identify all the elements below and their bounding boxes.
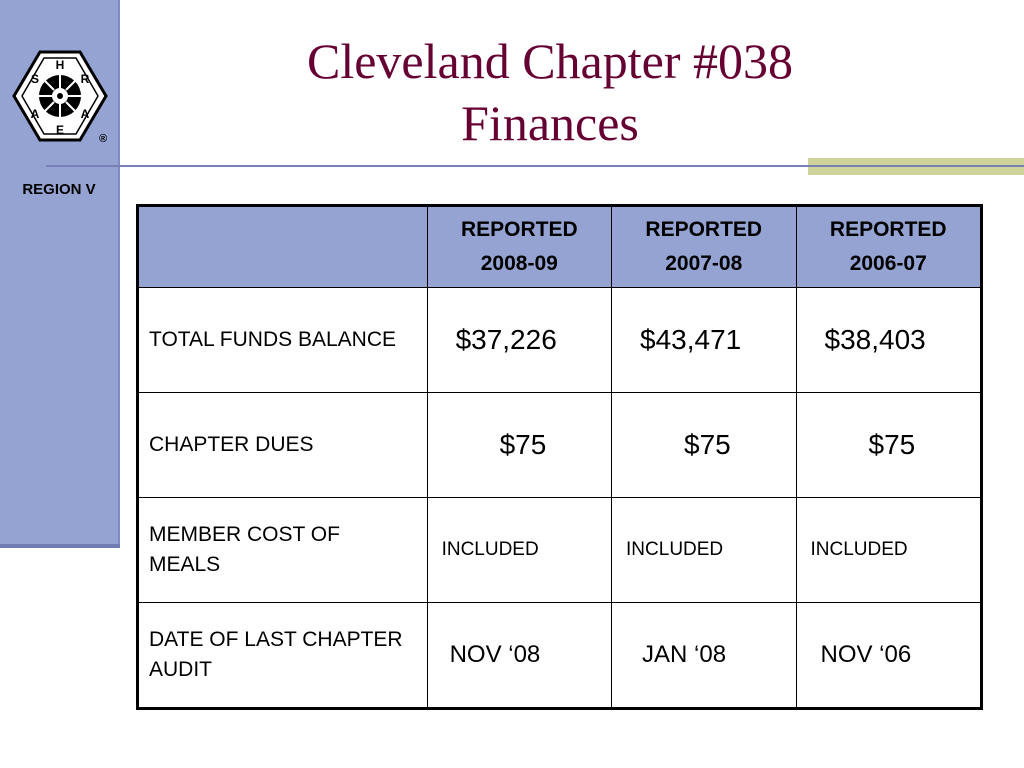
cell-value: $75 (611, 392, 797, 498)
logo-letter-e: E (56, 123, 64, 137)
row-label: TOTAL FUNDS BALANCE (137, 287, 428, 393)
header-year: 2008-09 (480, 252, 558, 275)
row-label: CHAPTER DUES (137, 392, 428, 498)
accent-bar (808, 158, 1024, 180)
logo-letter-a-right: A (81, 107, 90, 121)
table-row-meal-cost: MEMBER COST OF MEALS INCLUDED INCLUDED I… (137, 497, 982, 603)
cell-value: JAN ‘08 (611, 602, 797, 709)
header-reported: REPORTED (645, 218, 763, 241)
cell-value: $38,403 (795, 287, 982, 393)
table-row-last-audit: DATE OF LAST CHAPTER AUDIT NOV ‘08 JAN ‘… (137, 602, 982, 709)
title-line-2: Finances (461, 95, 639, 151)
header-2007-08: REPORTED 2007-08 (611, 205, 797, 288)
finances-table: REPORTED 2008-09 REPORTED 2007-08 REPORT… (136, 204, 983, 710)
title-line-1: Cleveland Chapter #038 (307, 33, 793, 89)
logo-letter-h: H (56, 58, 65, 72)
logo-registered-mark: ® (99, 133, 107, 145)
logo-letter-a-left: A (31, 107, 40, 121)
cell-value: NOV ‘08 (426, 602, 613, 709)
cell-value: $37,226 (426, 287, 613, 393)
table-row-total-funds: TOTAL FUNDS BALANCE $37,226 $43,471 $38,… (137, 287, 982, 393)
sidebar-shadow (0, 544, 120, 548)
header-2006-07: REPORTED 2006-07 (795, 205, 982, 288)
cell-value: $43,471 (611, 287, 797, 393)
cell-value: $75 (426, 392, 613, 498)
page-title: Cleveland Chapter #038 Finances (200, 30, 900, 154)
header-empty-cell (137, 205, 428, 288)
cell-value: INCLUDED (795, 497, 982, 603)
title-divider (46, 165, 1024, 167)
logo-letter-s: S (31, 72, 39, 86)
table-row-chapter-dues: CHAPTER DUES $75 $75 $75 (137, 392, 982, 498)
header-2008-09: REPORTED 2008-09 (426, 205, 613, 288)
row-label: DATE OF LAST CHAPTER AUDIT (137, 602, 428, 709)
table-header-row: REPORTED 2008-09 REPORTED 2007-08 REPORT… (137, 205, 982, 288)
cell-value: INCLUDED (426, 497, 613, 603)
header-year: 2006-07 (849, 252, 927, 275)
ashrae-logo-icon: H R A E A S ® (12, 50, 108, 145)
cell-value: $75 (795, 392, 982, 498)
header-reported: REPORTED (829, 218, 947, 241)
sidebar-edge (118, 0, 120, 548)
cell-value: NOV ‘06 (795, 602, 982, 709)
logo-letter-r: R (81, 72, 90, 86)
region-label: REGION V (22, 181, 96, 198)
row-label: MEMBER COST OF MEALS (137, 497, 428, 603)
header-reported: REPORTED (460, 218, 578, 241)
cell-value: INCLUDED (611, 497, 797, 603)
header-year: 2007-08 (665, 252, 743, 275)
